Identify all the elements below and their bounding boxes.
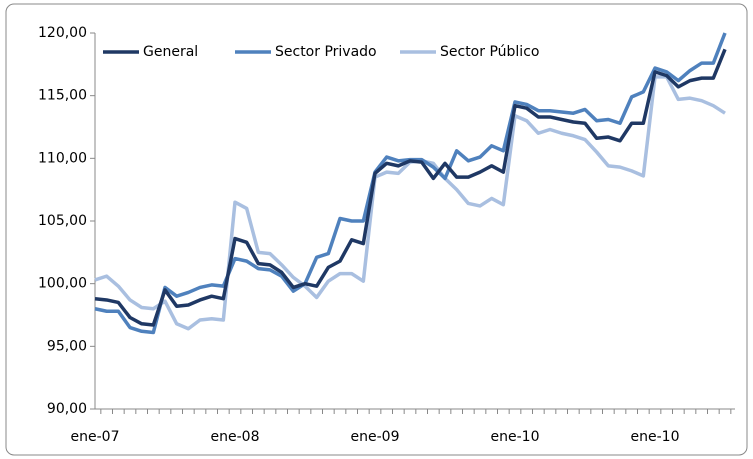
y-tick-label: 115,00 — [38, 88, 87, 104]
x-tick-label: ene-10 — [631, 429, 680, 445]
legend-label: Sector Público — [440, 44, 539, 60]
y-tick-label: 95,00 — [47, 338, 87, 354]
chart-frame — [5, 3, 748, 456]
x-tick-label: ene-07 — [71, 429, 120, 445]
x-tick-label: ene-08 — [211, 429, 260, 445]
y-tick-label: 120,00 — [38, 25, 87, 41]
series-line — [94, 48, 727, 327]
x-tick-label: ene-09 — [351, 429, 400, 445]
x-tick-label: ene-10 — [491, 429, 540, 445]
y-tick-label: 105,00 — [38, 213, 87, 229]
legend-label: General — [143, 44, 198, 60]
legend-label: Sector Privado — [275, 44, 377, 60]
y-tick-label: 110,00 — [38, 150, 87, 166]
y-tick-label: 100,00 — [38, 276, 87, 292]
y-tick-label: 90,00 — [47, 401, 87, 417]
